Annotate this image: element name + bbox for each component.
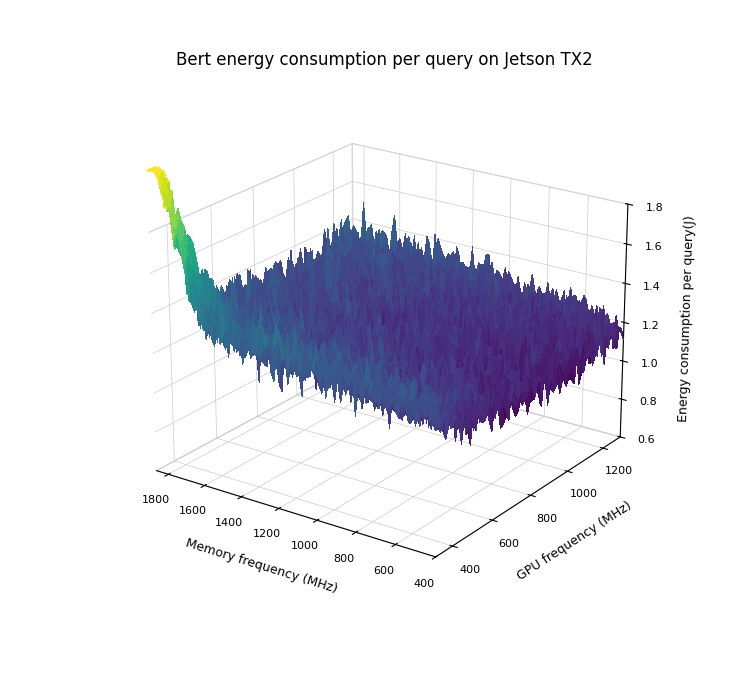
X-axis label: Memory frequency (MHz): Memory frequency (MHz)	[184, 536, 338, 596]
Title: Bert energy consumption per query on Jetson TX2: Bert energy consumption per query on Jet…	[176, 51, 592, 69]
Y-axis label: GPU frequency (MHz): GPU frequency (MHz)	[514, 499, 634, 583]
